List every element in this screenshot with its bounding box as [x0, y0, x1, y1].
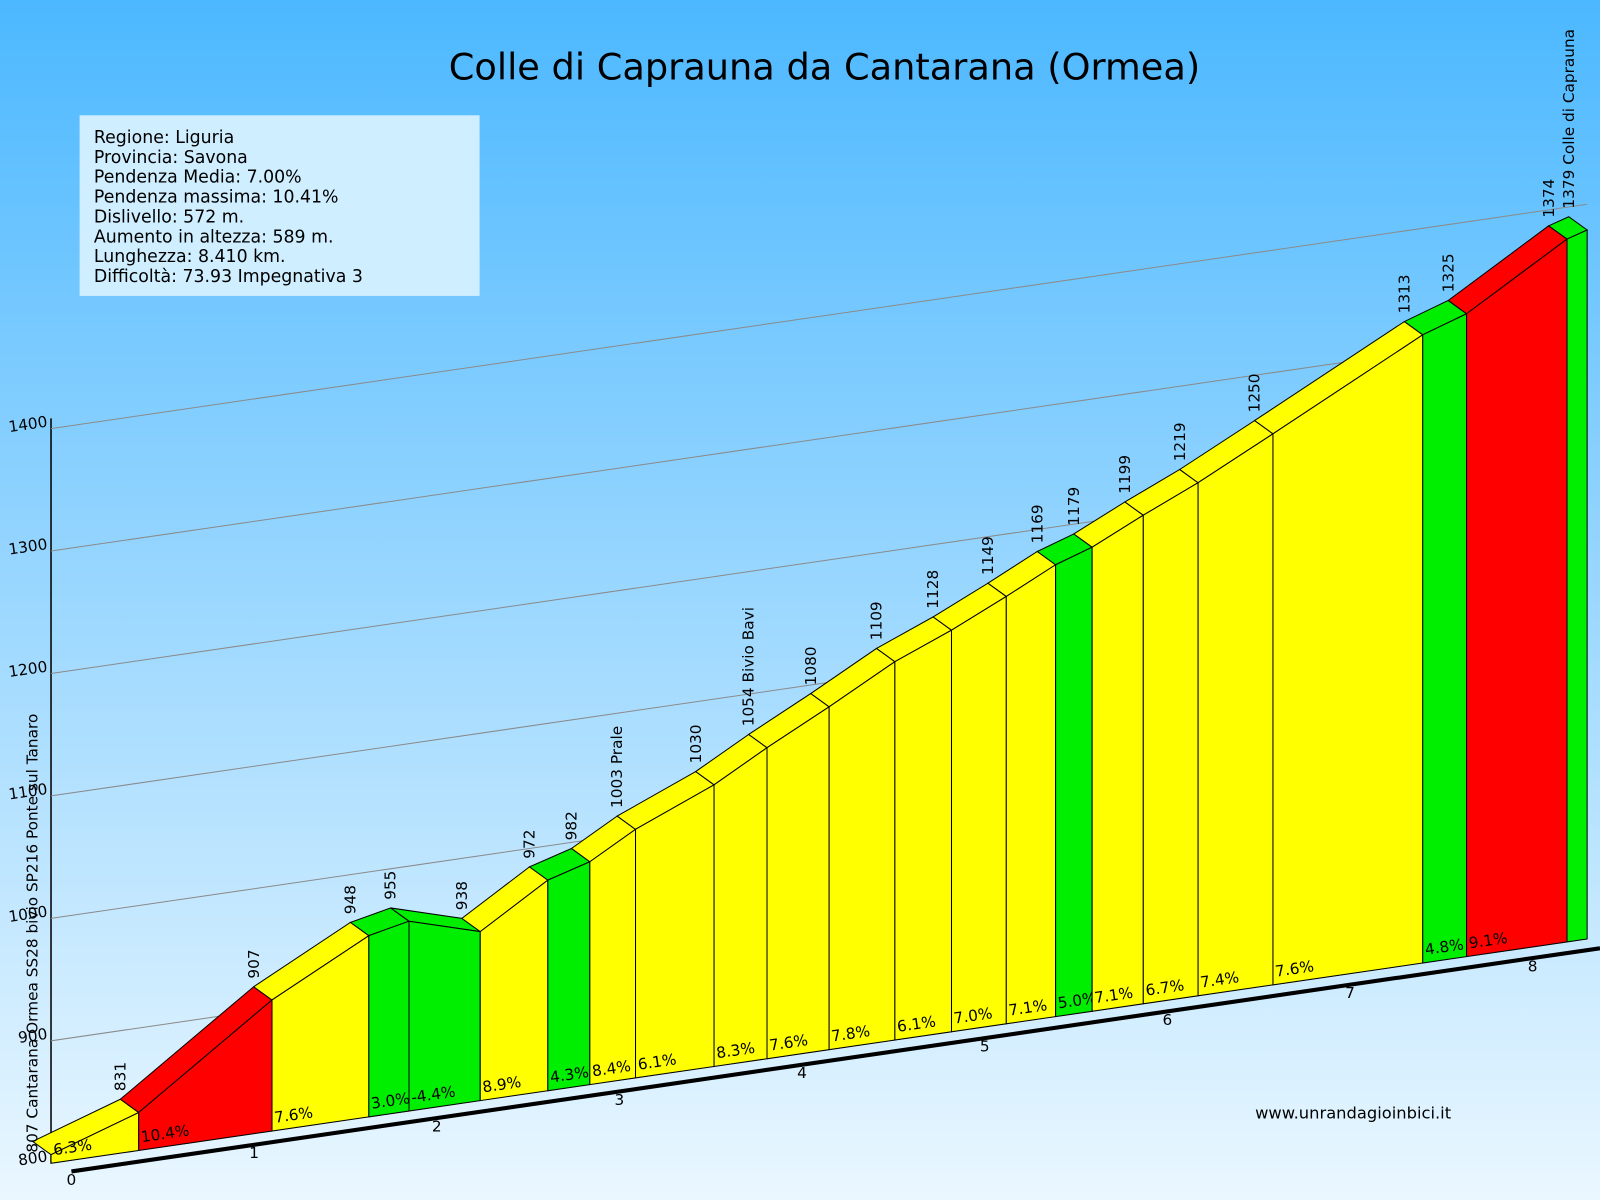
- slope-label: 4.3%: [549, 1063, 590, 1086]
- segment: [634, 783, 715, 1079]
- point-label: 1149: [979, 536, 997, 575]
- point-label: 907: [245, 949, 263, 978]
- slope-label: 7.1%: [1007, 996, 1048, 1019]
- info-line: Aumento in altezza: 589 m.: [94, 227, 334, 247]
- segment: [1197, 432, 1274, 997]
- info-line: Lunghezza: 8.410 km.: [94, 247, 286, 267]
- point-label: 938: [453, 881, 471, 910]
- slope-label: 6.1%: [637, 1050, 678, 1073]
- segment: [894, 629, 953, 1041]
- point-label: 1109: [868, 601, 886, 640]
- y-tick-label: 1200: [7, 658, 48, 681]
- segment: [713, 746, 768, 1068]
- slope-label: 8.9%: [481, 1073, 522, 1096]
- source: www.unrandagioinbici.it: [1255, 1103, 1451, 1122]
- info-line: Dislivello: 572 m.: [94, 207, 244, 227]
- segment: [1272, 333, 1424, 986]
- point-label: 1325: [1439, 253, 1457, 292]
- segment: [1055, 546, 1093, 1018]
- segment: [547, 860, 591, 1092]
- point-label: 1054 Bivio Bavi: [740, 607, 758, 726]
- x-tick-label: 0: [67, 1171, 77, 1189]
- info-line: Pendenza Media: 7.00%: [94, 168, 302, 188]
- slope-label: 4.8%: [1424, 935, 1465, 958]
- slope-label: 3.0%: [370, 1089, 411, 1112]
- segment: [1466, 238, 1568, 958]
- segment: [1005, 563, 1057, 1025]
- point-label: 1374: [1540, 179, 1558, 218]
- slope-label: 6.3%: [52, 1136, 93, 1159]
- info-line: Difficoltà: 73.93 Impegnativa 3: [94, 267, 363, 287]
- slope-label: 7.0%: [953, 1004, 994, 1027]
- y-tick-label: 900: [17, 1025, 48, 1047]
- point-label: 982: [563, 811, 581, 840]
- point-label: 1313: [1395, 274, 1413, 313]
- point-label: 1250: [1246, 373, 1264, 412]
- slope-label: 7.6%: [273, 1103, 314, 1126]
- x-tick-label: 1: [249, 1144, 259, 1162]
- point-label: 1219: [1171, 422, 1189, 461]
- slope-label: 7.6%: [768, 1031, 809, 1054]
- info-line: Regione: Liguria: [94, 128, 234, 148]
- segment: [1091, 514, 1144, 1012]
- grid-line: [50, 326, 1588, 552]
- point-label: 948: [342, 885, 360, 914]
- point-label: 831: [111, 1062, 129, 1091]
- point-label: 1030: [687, 724, 705, 763]
- segment: [1422, 312, 1468, 964]
- slope-label: 8.4%: [591, 1057, 632, 1080]
- point-label: 1003 Prale: [608, 726, 626, 808]
- point-label: 1179: [1065, 487, 1083, 526]
- y-tick-label: 1100: [7, 780, 48, 803]
- segment: [368, 920, 410, 1118]
- point-label: 1169: [1028, 504, 1046, 543]
- y-tick-label: 1000: [7, 902, 48, 925]
- slope-label: 5.0%: [1057, 989, 1098, 1012]
- segment: [828, 660, 896, 1051]
- point-label: 807 Cantarana Ormea SS28 bivio SP216 Pon…: [24, 714, 42, 1153]
- info-box: [79, 115, 480, 296]
- x-axis: [71, 946, 1600, 1174]
- y-tick-label: 800: [17, 1147, 48, 1169]
- slope-label: 6.1%: [896, 1012, 937, 1035]
- x-tick-label: 8: [1528, 957, 1538, 975]
- slope-label: 7.1%: [1093, 984, 1134, 1007]
- y-tick-label: 1300: [7, 535, 48, 558]
- x-tick-label: 7: [1345, 984, 1355, 1002]
- chart-title: Colle di Caprauna da Cantarana (Ormea): [449, 46, 1200, 89]
- slope-label: 7.4%: [1199, 968, 1240, 991]
- segment: [408, 920, 481, 1112]
- segment: [1142, 481, 1199, 1005]
- slope-label: 7.6%: [1274, 957, 1315, 980]
- slope-label: 7.8%: [830, 1022, 871, 1045]
- x-tick-label: 3: [615, 1091, 625, 1109]
- segment: [950, 595, 1007, 1033]
- x-tick-label: 4: [797, 1064, 807, 1082]
- grid-line: [50, 203, 1588, 430]
- slope-label: 8.3%: [715, 1039, 756, 1062]
- slope-label: 9.1%: [1468, 929, 1509, 952]
- x-tick-label: 6: [1162, 1011, 1172, 1029]
- segment: [766, 705, 830, 1060]
- slope-label: 6.7%: [1144, 976, 1185, 999]
- info-line: Pendenza massima: 10.41%: [94, 188, 339, 208]
- point-label: 1128: [924, 570, 942, 609]
- segment: [1566, 229, 1588, 943]
- point-label: 1199: [1116, 455, 1134, 494]
- point-label: 972: [521, 829, 539, 858]
- x-tick-label: 2: [432, 1117, 442, 1135]
- info-line: Provincia: Savona: [94, 148, 248, 168]
- y-tick-label: 1400: [7, 413, 48, 436]
- point-label: 955: [382, 871, 400, 900]
- point-label: 1379 Colle di Caprauna: [1560, 29, 1578, 209]
- segment: [589, 828, 637, 1086]
- point-label: 1080: [802, 646, 820, 685]
- x-tick-label: 5: [980, 1037, 990, 1055]
